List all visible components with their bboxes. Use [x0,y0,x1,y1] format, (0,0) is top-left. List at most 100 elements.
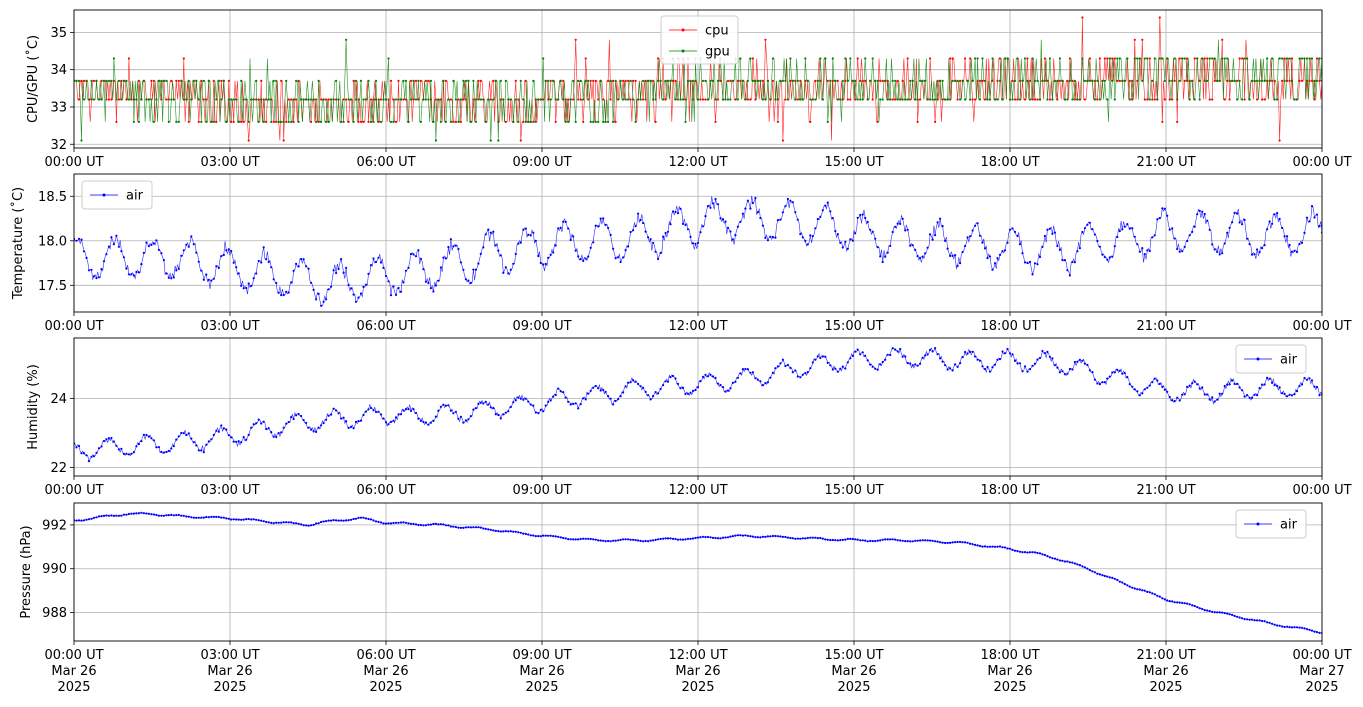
data-point [931,350,934,353]
data-point [589,537,592,541]
data-point [260,98,263,101]
x-tick-label: 00:00 UT [1292,483,1351,498]
data-point [459,261,462,264]
data-point [459,415,462,418]
x-tick-label: 00:00 UT [44,319,103,334]
data-point [1108,57,1111,60]
data-point [487,98,490,101]
data-point [1163,207,1166,210]
data-point [1218,611,1221,614]
data-point [222,516,225,519]
data-point [107,514,110,517]
data-point [856,538,859,541]
data-point [899,347,902,351]
data-point [824,57,827,60]
data-point [517,120,520,123]
x-tick-label: 12:00 UT [668,483,727,498]
data-point [102,79,106,82]
data-point [195,516,198,520]
data-point [1248,243,1251,246]
data-point [949,57,952,60]
data-point [205,120,208,123]
data-point [1143,388,1146,391]
data-point [1256,248,1259,251]
data-point [1093,233,1096,236]
data-point [412,98,415,101]
data-point [112,57,115,60]
data-point [861,98,864,101]
data-point [612,120,615,123]
data-point [267,260,270,264]
data-point [886,538,889,541]
data-point [799,79,802,82]
data-point [549,534,552,537]
data-point [257,98,260,101]
data-point [1076,98,1079,101]
legend-label: air [1280,353,1298,368]
data-point [439,266,442,269]
data-point [197,120,200,123]
x-tick-label: 00:00 UT Mar 26 2025 [44,648,103,695]
x-tick-label: 09:00 UT Mar 26 2025 [512,648,571,695]
data-point [1276,384,1279,388]
data-point [579,258,582,261]
data-point [325,98,328,101]
data-point [779,362,782,365]
data-point [1123,582,1126,586]
data-point [789,199,792,202]
data-point [369,264,373,267]
data-point [422,98,425,101]
data-point [1021,79,1024,82]
data-point [876,79,879,82]
data-point [1293,98,1296,101]
data-point [382,266,385,269]
data-point [409,409,413,412]
data-point [462,268,465,271]
data-point [320,520,323,524]
data-point [297,522,300,525]
data-point [1088,369,1091,372]
data-point [644,79,647,82]
data-point [337,519,340,522]
data-point [726,98,730,101]
data-point [1011,548,1014,552]
data-point [1048,355,1051,358]
data-point [627,381,630,384]
data-point [784,205,787,208]
data-point [634,380,637,383]
data-point [235,266,238,269]
data-point [519,397,522,400]
data-point [1098,245,1101,248]
data-point [75,79,78,82]
data-point [629,79,632,82]
data-point [1198,79,1201,82]
data-point [696,98,700,101]
data-point [894,538,897,541]
data-point [894,79,897,82]
data-point [404,408,408,411]
data-point [736,534,740,537]
data-point [1143,253,1146,256]
data-point [664,79,667,82]
data-point [1300,241,1304,244]
data-point [991,366,994,369]
data-point [699,98,702,101]
data-point [1243,218,1246,221]
data-point [90,79,93,82]
data-point [350,287,353,290]
data-point [1068,57,1071,60]
data-point [517,396,520,399]
data-point [167,120,170,123]
data-point [579,79,582,82]
data-point [364,517,368,520]
data-point [1093,98,1096,101]
data-point [1241,223,1244,226]
data-point [432,290,435,293]
data-point [662,537,665,540]
data-point [746,534,750,538]
data-point [921,79,924,82]
data-point [926,539,929,542]
data-point [80,452,83,455]
data-point [986,257,989,260]
data-point [150,98,153,101]
